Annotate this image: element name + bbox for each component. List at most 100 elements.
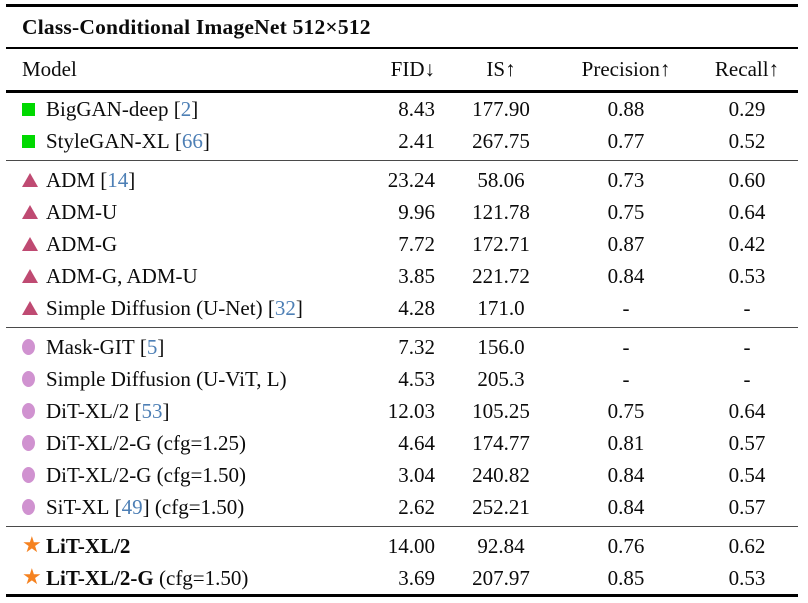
circle-marker-icon [22, 499, 35, 515]
citation-bracket: ] [128, 167, 136, 192]
model-cell: DiT-XL/2-G (cfg=1.25) [46, 431, 360, 456]
cell-fid: 4.64 [398, 430, 435, 455]
citation-link[interactable]: 32 [274, 295, 296, 320]
cell-precision: 0.77 [607, 128, 645, 153]
cell-is: 174.77 [472, 430, 530, 455]
cell-recall: - [743, 295, 751, 320]
column-header-recall: Recall↑ [714, 57, 780, 81]
cell-recall: 0.52 [728, 128, 766, 153]
citation-link[interactable]: 53 [141, 398, 163, 423]
cell-precision: 0.88 [607, 96, 645, 121]
group-separator-rule [6, 160, 798, 161]
cell-precision: 0.87 [607, 231, 645, 256]
header-row: Model FID↓ IS↑ Precision↑ Recall↑ [6, 49, 798, 90]
marker-cell [22, 499, 46, 515]
table-row: DiT-XL/2 [53] 12.03 105.25 0.75 0.64 [6, 395, 798, 427]
model-cell: ADM-U [46, 200, 360, 225]
table-row: StyleGAN-XL [66] 2.41 267.75 0.77 0.52 [6, 125, 798, 157]
cell-precision: 0.76 [607, 533, 645, 558]
cell-recall: 0.42 [728, 231, 766, 256]
cell-recall: 0.53 [728, 565, 766, 590]
table-row: ★ LiT-XL/2-G (cfg=1.50) 3.69 207.97 0.85 0.53 [6, 562, 798, 594]
model-config-suffix: (cfg=1.50) [153, 565, 249, 590]
cell-recall: 0.60 [728, 167, 766, 192]
cell-precision: 0.84 [607, 263, 645, 288]
marker-cell [22, 403, 46, 419]
cell-is: 121.78 [472, 199, 530, 224]
table-row: DiT-XL/2-G (cfg=1.50) 3.04 240.82 0.84 0.54 [6, 459, 798, 491]
cell-recall: 0.57 [728, 430, 766, 455]
table-row: ADM-U 9.96 121.78 0.75 0.64 [6, 196, 798, 228]
circle-marker-icon [22, 371, 35, 387]
triangle-marker-icon [22, 237, 38, 251]
cell-is: 171.0 [477, 295, 525, 320]
model-cell: BigGAN-deep [2] [46, 97, 360, 122]
cell-is: 267.75 [472, 128, 530, 153]
citation-link[interactable]: 66 [181, 128, 203, 153]
table-row: ADM [14] 23.24 58.06 0.73 0.60 [6, 164, 798, 196]
model-name: Simple Diffusion (U-Net) [46, 295, 263, 320]
marker-cell: ★ [22, 535, 46, 557]
model-config-suffix: (cfg=1.25) [151, 430, 247, 455]
results-table: Class-Conditional ImageNet 512×512 Model… [6, 4, 798, 603]
citation-bracket: [ [109, 494, 122, 519]
cell-fid: 7.72 [398, 231, 435, 256]
cell-is: 205.3 [477, 366, 525, 391]
table-row: ★ LiT-XL/2 14.00 92.84 0.76 0.62 [6, 530, 798, 562]
citation-link[interactable]: 5 [146, 334, 158, 359]
citation-bracket: ] [191, 96, 199, 121]
cell-fid: 23.24 [387, 167, 435, 192]
cell-fid: 2.41 [398, 128, 435, 153]
cell-precision: 0.84 [607, 494, 645, 519]
triangle-marker-icon [22, 269, 38, 283]
model-cell: LiT-XL/2 [46, 534, 360, 559]
cell-precision: 0.84 [607, 462, 645, 487]
cell-is: 252.21 [472, 494, 530, 519]
table-row: SiT-XL [49] (cfg=1.50) 2.62 252.21 0.84 0.57 [6, 491, 798, 523]
cell-is: 105.25 [472, 398, 530, 423]
model-name: DiT-XL/2-G [46, 430, 152, 455]
cell-fid: 4.28 [398, 295, 435, 320]
citation-link[interactable]: 49 [121, 494, 143, 519]
cell-fid: 3.04 [398, 462, 435, 487]
circle-marker-icon [22, 467, 35, 483]
table-row: ADM-G 7.72 172.71 0.87 0.42 [6, 228, 798, 260]
citation-bracket: [ [169, 128, 182, 153]
citation-bracket: ] [202, 128, 210, 153]
cell-is: 156.0 [477, 334, 525, 359]
table-row: Simple Diffusion (U-Net) [32] 4.28 171.0 - - [6, 292, 798, 324]
citation-link[interactable]: 2 [180, 96, 192, 121]
model-cell: DiT-XL/2 [53] [46, 399, 360, 424]
cell-fid: 8.43 [398, 96, 435, 121]
marker-cell: ★ [22, 567, 46, 589]
column-header-precision: Precision↑ [581, 57, 671, 81]
cell-precision: 0.73 [607, 167, 645, 192]
citation-bracket: [ [262, 295, 275, 320]
bottom-rule [6, 594, 798, 597]
cell-fid: 4.53 [398, 366, 435, 391]
marker-cell [22, 134, 46, 148]
square-marker-icon [22, 134, 35, 148]
citation-link[interactable]: 14 [107, 167, 129, 192]
model-name: BigGAN-deep [46, 96, 169, 121]
citation-bracket: ] [157, 334, 165, 359]
cell-recall: 0.53 [728, 263, 766, 288]
model-name: SiT-XL [46, 494, 110, 519]
model-cell: ADM-G [46, 232, 360, 257]
citation-bracket: ] [162, 398, 170, 423]
column-header-model: Model [22, 57, 77, 81]
marker-cell [22, 269, 46, 283]
model-cell: Simple Diffusion (U-Net) [32] [46, 296, 360, 321]
cell-is: 207.97 [472, 565, 530, 590]
cell-fid: 9.96 [398, 199, 435, 224]
citation-bracket: [ [134, 334, 147, 359]
cell-is: 221.72 [472, 263, 530, 288]
cell-is: 172.71 [472, 231, 530, 256]
marker-cell [22, 339, 46, 355]
marker-cell [22, 102, 46, 116]
cell-precision: 0.75 [607, 199, 645, 224]
column-header-is: IS↑ [486, 57, 516, 81]
cell-is: 92.84 [477, 533, 525, 558]
cell-precision: - [622, 295, 630, 320]
table-row: Mask-GIT [5] 7.32 156.0 - - [6, 331, 798, 363]
